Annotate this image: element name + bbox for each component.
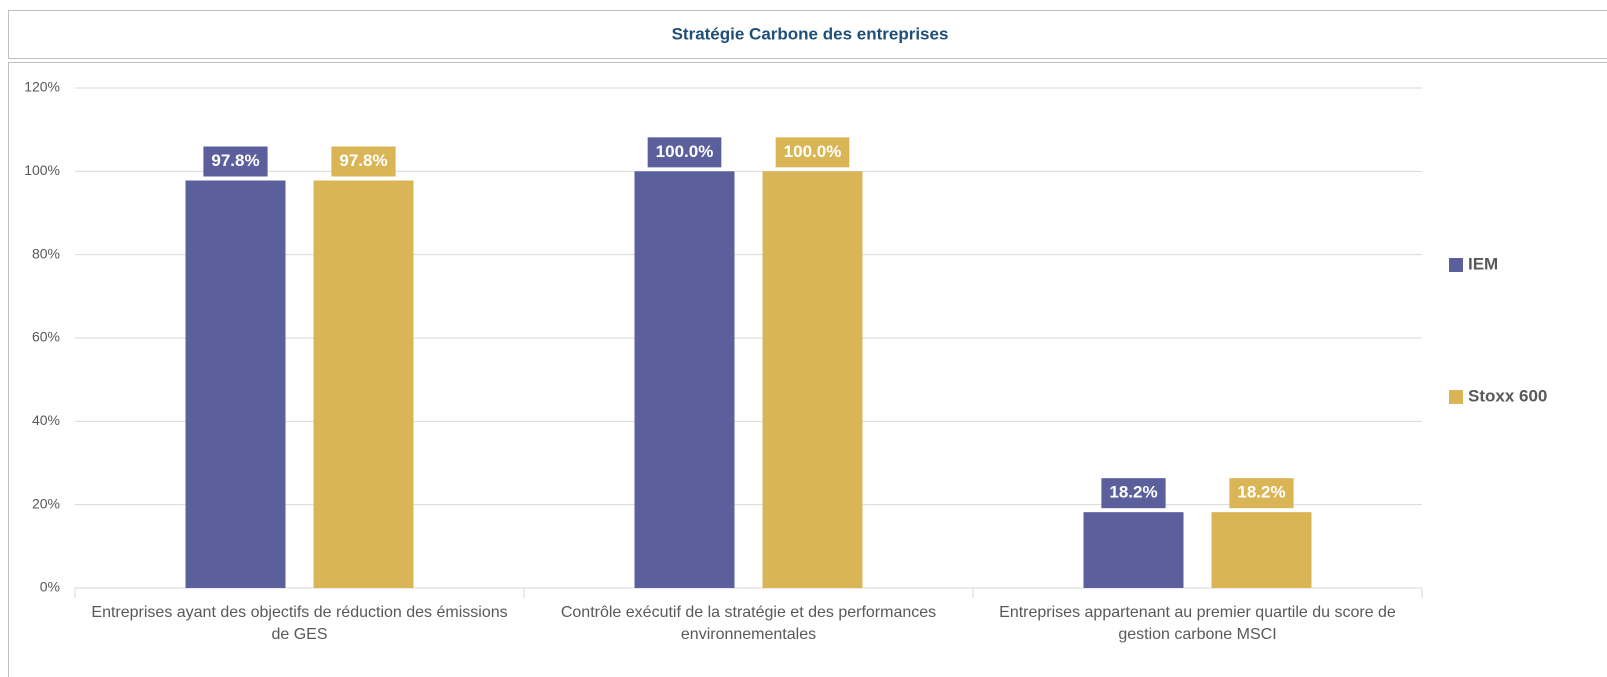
bar [313,180,414,588]
y-tick-label: 60% [32,329,60,345]
legend-swatch [1449,390,1463,404]
x-tick-label: Entreprises appartenant au premier quart… [999,604,1396,643]
bar [1211,512,1312,588]
y-tick-label: 80% [32,245,60,261]
data-label-box [203,146,268,177]
legend-label: Stoxx 600 [1468,386,1547,405]
chart-title: Stratégie Carbone des entreprises [672,24,949,43]
legend-swatch [1449,258,1463,272]
data-label-box [647,137,722,168]
data-label: 97.8% [339,151,387,170]
legend-label: IEM [1468,254,1498,273]
data-label: 100.0% [784,142,842,161]
x-tick-label: Entreprises ayant des objectifs de réduc… [91,604,508,643]
x-tick-label: Contrôle exécutif de la stratégie et des… [560,604,937,643]
data-label: 100.0% [656,142,714,161]
data-label: 18.2% [1109,483,1157,502]
data-label: 97.8% [211,151,259,170]
bar [185,180,286,588]
data-label-box [775,137,850,168]
data-label-box [331,146,396,177]
y-tick-label: 20% [32,495,60,511]
bar [762,171,863,589]
bar [1083,512,1184,588]
y-tick-label: 40% [32,412,60,428]
data-label-box [1101,478,1166,509]
title-box [8,10,1607,59]
y-tick-label: 100% [24,162,60,178]
data-label-box [1229,478,1294,509]
data-label: 18.2% [1237,483,1285,502]
y-tick-label: 120% [24,79,60,95]
y-tick-label: 0% [40,579,60,595]
bar [634,171,735,589]
